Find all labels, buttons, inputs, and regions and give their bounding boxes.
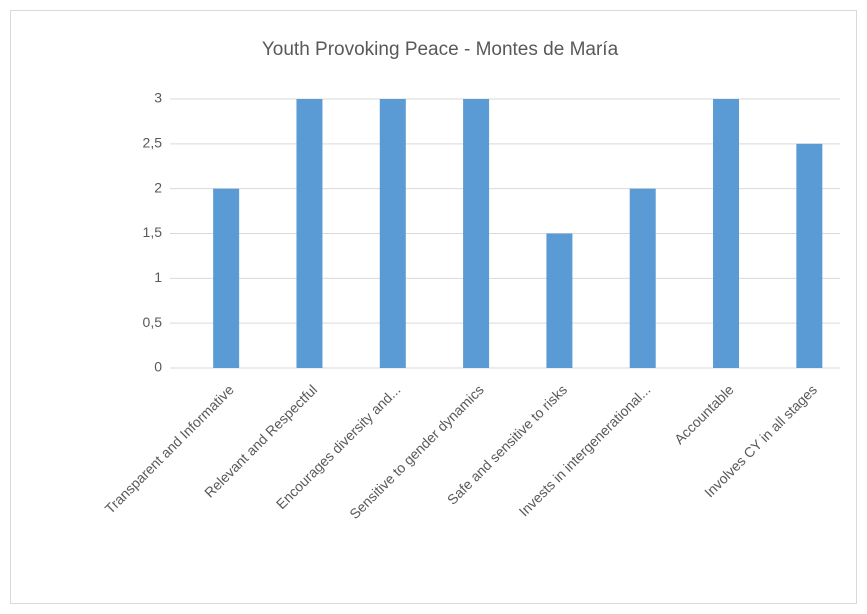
y-tick-label: 1 bbox=[154, 269, 162, 285]
chart-title: Youth Provoking Peace - Montes de María bbox=[262, 39, 619, 60]
y-tick-label: 2 bbox=[154, 179, 162, 195]
bar bbox=[213, 188, 240, 368]
bar bbox=[379, 99, 406, 368]
bar bbox=[713, 99, 740, 368]
y-tick-label: 3 bbox=[154, 90, 162, 106]
bar bbox=[463, 99, 490, 368]
bar bbox=[296, 99, 323, 368]
y-tick-label: 1,5 bbox=[143, 224, 163, 240]
y-tick-label: 0,5 bbox=[143, 314, 163, 330]
y-tick-label: 2,5 bbox=[143, 135, 163, 151]
bar bbox=[796, 143, 823, 368]
bar bbox=[629, 188, 656, 368]
bar bbox=[546, 233, 573, 368]
y-tick-label: 0 bbox=[154, 359, 162, 375]
